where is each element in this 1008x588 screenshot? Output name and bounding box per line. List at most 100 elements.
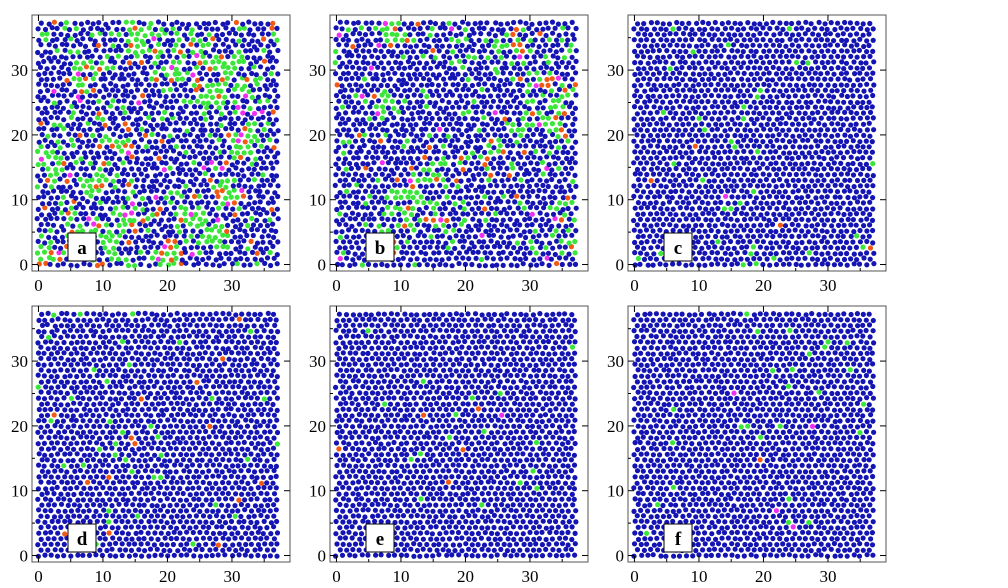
particle-five xyxy=(557,121,563,127)
particle-six xyxy=(264,255,271,261)
particle-six xyxy=(489,217,495,223)
particle-six xyxy=(125,171,131,178)
particle-six xyxy=(392,70,398,76)
particle-six xyxy=(650,137,657,143)
particle-six xyxy=(169,111,175,117)
particle-six xyxy=(638,250,644,256)
particle-six xyxy=(414,256,420,262)
particle-five xyxy=(236,206,242,212)
particle-five xyxy=(725,42,732,48)
particle-six xyxy=(44,76,50,82)
particle-six xyxy=(776,199,782,206)
particle-six xyxy=(347,149,353,155)
particle-six xyxy=(530,76,537,82)
particle-six xyxy=(150,206,156,212)
particle-six xyxy=(151,105,157,111)
particle-six xyxy=(372,115,378,121)
particle-five xyxy=(547,70,553,76)
particle-six xyxy=(827,31,834,37)
particle-five xyxy=(254,81,260,87)
particle-six xyxy=(789,100,795,106)
particle-six xyxy=(456,250,462,256)
particle-six xyxy=(235,172,241,178)
particle-five xyxy=(89,32,95,38)
particle-six xyxy=(369,31,375,37)
particle-six xyxy=(758,189,764,195)
particle-six xyxy=(174,54,180,60)
particle-six xyxy=(802,154,808,160)
particle-six xyxy=(795,256,802,262)
particle-six xyxy=(59,223,65,230)
particle-six xyxy=(430,72,436,78)
particle-six xyxy=(143,156,149,162)
particle-six xyxy=(663,216,670,222)
particle-six xyxy=(429,81,435,88)
particle-five xyxy=(340,139,346,145)
particle-five xyxy=(385,204,391,210)
particle-six xyxy=(84,221,90,227)
particle-six xyxy=(819,217,825,223)
particle-six xyxy=(341,160,347,166)
particle-six xyxy=(450,149,456,155)
particle-six xyxy=(861,177,867,183)
particle-six xyxy=(136,19,142,26)
particle-six xyxy=(337,121,343,127)
particle-six xyxy=(514,71,521,77)
particle-six xyxy=(663,184,669,190)
particle-six xyxy=(389,65,395,72)
particle-six xyxy=(238,32,244,38)
particle-five xyxy=(140,207,146,213)
particle-six xyxy=(654,76,660,82)
particle-six xyxy=(440,87,447,93)
particle-six xyxy=(773,216,779,222)
particle-seven xyxy=(109,143,115,149)
particle-five xyxy=(528,239,534,245)
particle-five xyxy=(112,251,118,257)
particle-six xyxy=(391,92,397,98)
particle-six xyxy=(743,155,750,161)
particle-six xyxy=(107,206,113,212)
particle-six xyxy=(843,239,850,245)
particle-six xyxy=(789,32,796,38)
particle-six xyxy=(245,156,251,162)
particle-six xyxy=(831,38,837,44)
particle-six xyxy=(777,31,783,37)
particle-six xyxy=(447,188,453,195)
particle-six xyxy=(637,182,643,189)
particle-six xyxy=(259,132,265,138)
particle-six xyxy=(491,75,497,82)
particle-six xyxy=(573,183,579,189)
particle-six xyxy=(780,216,786,222)
particle-six xyxy=(766,172,772,178)
particle-six xyxy=(835,222,842,228)
particle-six xyxy=(204,160,210,166)
particle-six xyxy=(713,256,719,262)
particle-five xyxy=(160,257,166,263)
particle-five xyxy=(754,94,761,100)
particle-other xyxy=(368,65,374,71)
particle-six xyxy=(831,228,837,234)
particle-six xyxy=(844,262,850,268)
particle-six xyxy=(151,228,157,234)
particle-six xyxy=(529,21,535,27)
particle-six xyxy=(424,262,430,268)
particle-six xyxy=(674,53,680,59)
particle-six xyxy=(195,32,201,38)
particle-six xyxy=(703,59,709,65)
particle-six xyxy=(818,161,824,167)
particle-six xyxy=(747,104,753,110)
particle-six xyxy=(424,36,430,42)
particle-six xyxy=(871,82,877,88)
particle-six xyxy=(631,138,637,144)
particle-six xyxy=(88,149,94,155)
particle-six xyxy=(472,21,478,27)
particle-six xyxy=(695,93,701,100)
particle-seven xyxy=(334,82,340,88)
particle-six xyxy=(725,121,731,127)
particle-six xyxy=(699,189,705,195)
particle-six xyxy=(506,117,513,123)
particle-five xyxy=(127,27,133,33)
particle-six xyxy=(790,166,796,172)
particle-six xyxy=(437,138,443,144)
particle-six xyxy=(122,199,128,206)
